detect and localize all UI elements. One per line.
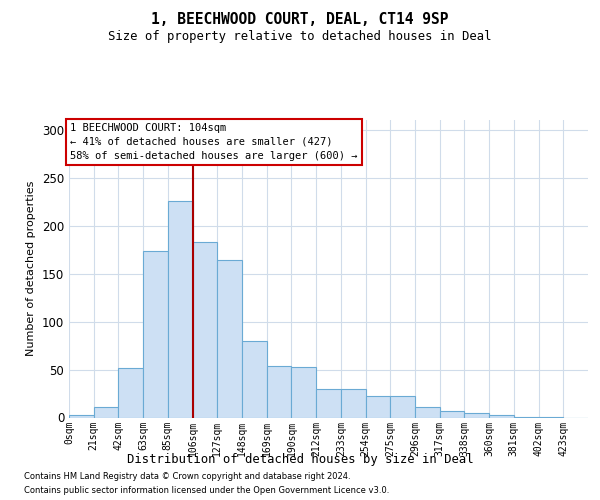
Text: Contains public sector information licensed under the Open Government Licence v3: Contains public sector information licen… [24,486,389,495]
Bar [440,411,464,418]
Bar [267,366,292,418]
Text: Distribution of detached houses by size in Deal: Distribution of detached houses by size … [127,452,473,466]
Bar [193,242,217,418]
Text: Size of property relative to detached houses in Deal: Size of property relative to detached ho… [108,30,492,43]
Y-axis label: Number of detached properties: Number of detached properties [26,181,37,356]
Bar [316,388,341,418]
Text: 1, BEECHWOOD COURT, DEAL, CT14 9SP: 1, BEECHWOOD COURT, DEAL, CT14 9SP [151,12,449,28]
Bar [292,366,316,418]
Bar [168,200,193,418]
Bar [415,407,440,418]
Bar [365,396,390,417]
Bar [539,416,563,418]
Bar [94,407,118,418]
Bar [242,340,267,417]
Bar [464,412,489,418]
Text: 1 BEECHWOOD COURT: 104sqm
← 41% of detached houses are smaller (427)
58% of semi: 1 BEECHWOOD COURT: 104sqm ← 41% of detac… [70,123,358,161]
Bar [69,414,94,418]
Bar [489,414,514,418]
Bar [514,416,539,418]
Bar [217,260,242,418]
Text: Contains HM Land Registry data © Crown copyright and database right 2024.: Contains HM Land Registry data © Crown c… [24,472,350,481]
Bar [390,396,415,417]
Bar [118,368,143,418]
Bar [143,250,168,418]
Bar [341,388,365,418]
